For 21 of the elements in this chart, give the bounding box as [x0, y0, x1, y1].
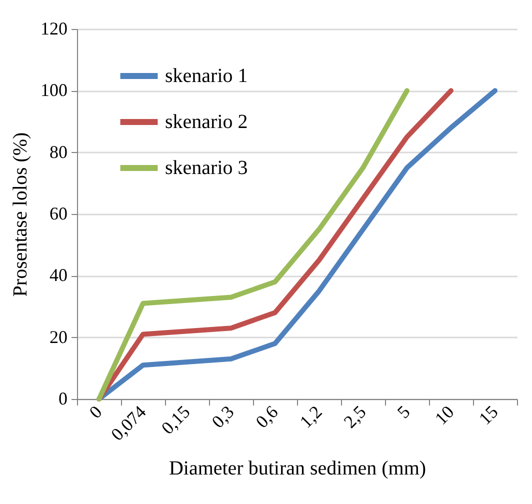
y-tick-label: 60	[50, 204, 68, 224]
x-tick-label: 0,15	[157, 402, 194, 438]
x-tick-label: 15	[474, 402, 502, 429]
x-tick-label: 1,2	[296, 402, 326, 432]
x-tick-label: 10	[430, 402, 458, 429]
x-tick-label: 0,3	[208, 402, 238, 432]
y-tick-label: 100	[40, 80, 68, 100]
x-tick-label: 5	[393, 402, 414, 422]
y-tick-label: 40	[50, 265, 68, 286]
legend-label: skenario 2	[165, 111, 248, 133]
y-axis-title: Prosentase lolos (%)	[10, 132, 32, 297]
legend-label: skenario 3	[165, 157, 248, 179]
legend-label: skenario 1	[165, 65, 248, 87]
y-tick-label: 80	[50, 142, 68, 162]
x-axis-title: Diameter butiran sedimen (mm)	[168, 458, 426, 480]
x-tick-label: 0,6	[252, 402, 282, 432]
x-tick-label: 2,5	[340, 402, 370, 432]
x-tick-label: 0	[85, 402, 106, 422]
y-tick-label: 20	[50, 326, 68, 347]
y-tick-label: 0	[58, 388, 68, 408]
y-tick-label: 120	[40, 18, 68, 38]
